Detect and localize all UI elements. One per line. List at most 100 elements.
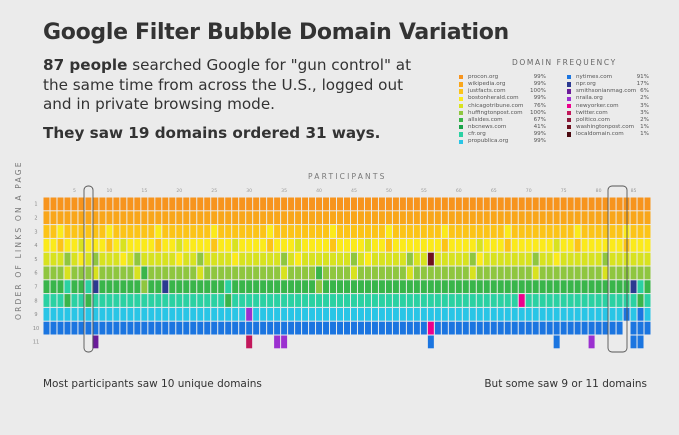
heatmap-cell xyxy=(441,266,448,280)
heatmap-cell xyxy=(239,225,246,238)
y-tick-label: 4 xyxy=(34,243,37,249)
heatmap-cell xyxy=(364,321,371,335)
heatmap-cell xyxy=(274,225,281,238)
legend-swatch xyxy=(459,103,464,108)
heatmap-cell xyxy=(155,307,162,321)
heatmap-cell xyxy=(546,197,553,211)
highlight-bracket-9-11-domains xyxy=(607,185,628,353)
heatmap-cell xyxy=(120,294,127,307)
heatmap-cell xyxy=(190,225,197,238)
heatmap-cell xyxy=(420,225,427,238)
heatmap-cell xyxy=(57,197,64,211)
heatmap-cell xyxy=(455,294,462,307)
heatmap-cell xyxy=(357,294,364,307)
heatmap-cell xyxy=(511,294,518,307)
heatmap-cell xyxy=(113,280,120,294)
heatmap-cell xyxy=(106,225,113,238)
heatmap-cell xyxy=(190,321,197,335)
heatmap-cell xyxy=(197,211,204,225)
heatmap-cell xyxy=(316,321,323,335)
heatmap-cell xyxy=(511,266,518,280)
heatmap-cell xyxy=(120,252,127,266)
heatmap-cell xyxy=(644,211,651,225)
heatmap-cell xyxy=(211,211,218,225)
heatmap-cell xyxy=(539,225,546,238)
legend-swatch xyxy=(567,96,572,101)
heatmap-cell xyxy=(420,280,427,294)
heatmap-cell xyxy=(92,280,99,294)
heatmap-cell xyxy=(602,307,609,321)
heatmap-cell xyxy=(378,321,385,335)
heatmap-cell xyxy=(434,211,441,225)
legend-domain-pct: 1% xyxy=(640,131,649,138)
heatmap-cell xyxy=(169,197,176,211)
heatmap-cell xyxy=(239,307,246,321)
heatmap-cell xyxy=(225,266,232,280)
heatmap-cell xyxy=(302,238,309,252)
heatmap-cell xyxy=(616,238,623,252)
heatmap-cell xyxy=(309,197,316,211)
heatmap-cell xyxy=(602,211,609,225)
heatmap-cell xyxy=(141,280,148,294)
heatmap-cell xyxy=(637,335,644,349)
heatmap-cell xyxy=(434,225,441,238)
heatmap-cell xyxy=(176,307,183,321)
heatmap-cell xyxy=(225,238,232,252)
heatmap-cell xyxy=(302,197,309,211)
heatmap-cell xyxy=(78,280,85,294)
heatmap-cell xyxy=(43,252,50,266)
x-tick-label: 50 xyxy=(386,188,392,194)
heatmap-cell xyxy=(427,252,434,266)
heatmap-cell xyxy=(462,280,469,294)
heatmap-cell xyxy=(64,307,71,321)
heatmap-cell xyxy=(232,252,239,266)
heatmap-cell xyxy=(532,307,539,321)
heatmap-cell xyxy=(462,266,469,280)
heatmap-cell xyxy=(197,252,204,266)
heatmap-cell xyxy=(204,294,211,307)
heatmap-cell xyxy=(532,294,539,307)
heatmap-cell xyxy=(504,238,511,252)
heatmap-cell xyxy=(120,238,127,252)
heatmap-cell xyxy=(225,197,232,211)
heatmap-cell xyxy=(532,197,539,211)
heatmap-cell xyxy=(162,252,169,266)
heatmap-cell xyxy=(197,225,204,238)
heatmap-cell xyxy=(392,307,399,321)
heatmap-cell xyxy=(406,294,413,307)
heatmap-cell xyxy=(309,238,316,252)
heatmap-cell xyxy=(525,252,532,266)
heatmap-cell xyxy=(553,280,560,294)
heatmap-cell xyxy=(190,266,197,280)
heatmap-cell xyxy=(427,321,434,335)
heatmap-cell xyxy=(448,252,455,266)
heatmap-cell xyxy=(295,280,302,294)
heatmap-cell xyxy=(71,266,78,280)
heatmap-cell xyxy=(357,321,364,335)
heatmap-cell xyxy=(197,197,204,211)
legend-swatch xyxy=(567,118,572,123)
legend-swatch xyxy=(459,139,464,144)
heatmap-cell xyxy=(364,280,371,294)
heatmap-cell xyxy=(511,238,518,252)
heatmap-cell xyxy=(281,266,288,280)
heatmap-cell xyxy=(99,225,106,238)
heatmap-cell xyxy=(253,252,260,266)
heatmap-cell xyxy=(623,197,630,211)
heatmap-cell xyxy=(141,211,148,225)
heatmap-cell xyxy=(148,280,155,294)
legend-swatch xyxy=(567,75,572,80)
heatmap-cell xyxy=(155,266,162,280)
heatmap-cell xyxy=(344,225,350,238)
heatmap-cell xyxy=(64,211,71,225)
heatmap-cell xyxy=(330,307,337,321)
heatmap-cell xyxy=(595,211,602,225)
heatmap-cell xyxy=(490,197,497,211)
heatmap-cell xyxy=(50,197,57,211)
heatmap-cell xyxy=(595,238,602,252)
heatmap-cell xyxy=(504,307,511,321)
heatmap-cell xyxy=(616,294,623,307)
heatmap-cell xyxy=(574,197,581,211)
heatmap-cell xyxy=(183,252,190,266)
heatmap-cell xyxy=(92,211,99,225)
